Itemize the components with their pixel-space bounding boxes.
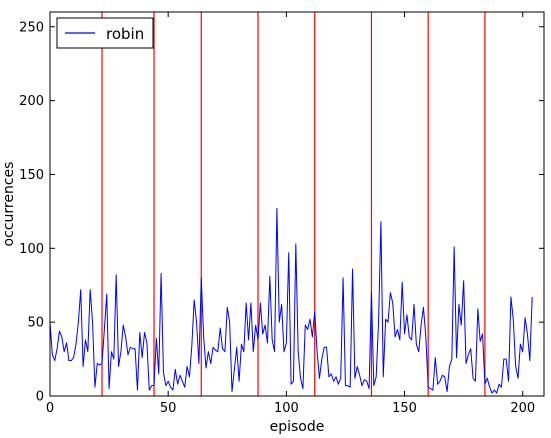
y-tick-label: 0 [36, 390, 44, 405]
x-tick-label: 0 [46, 401, 54, 416]
x-tick-label: 50 [160, 401, 177, 416]
y-tick-label: 250 [19, 20, 44, 35]
x-tick-label: 200 [510, 401, 535, 416]
x-axis-ticks: 0 50 100 150 200 [46, 12, 535, 416]
plot-frame [49, 11, 545, 397]
legend-label: robin [106, 25, 144, 43]
y-tick-label: 50 [27, 316, 44, 331]
vertical-markers [101, 12, 486, 396]
x-tick-label: 150 [392, 401, 417, 416]
y-axis-ticks: 0 50 100 150 200 250 [19, 20, 544, 405]
y-tick-label: 150 [19, 168, 44, 183]
x-tick-label: 100 [274, 401, 299, 416]
series-line-robin [49, 207, 533, 394]
series-group [49, 207, 533, 394]
x-axis-label: episode [270, 419, 325, 435]
y-axis-label: occurrences [1, 162, 17, 247]
y-tick-label: 200 [19, 94, 44, 109]
legend: robin [56, 17, 154, 49]
y-tick-label: 100 [19, 242, 44, 257]
